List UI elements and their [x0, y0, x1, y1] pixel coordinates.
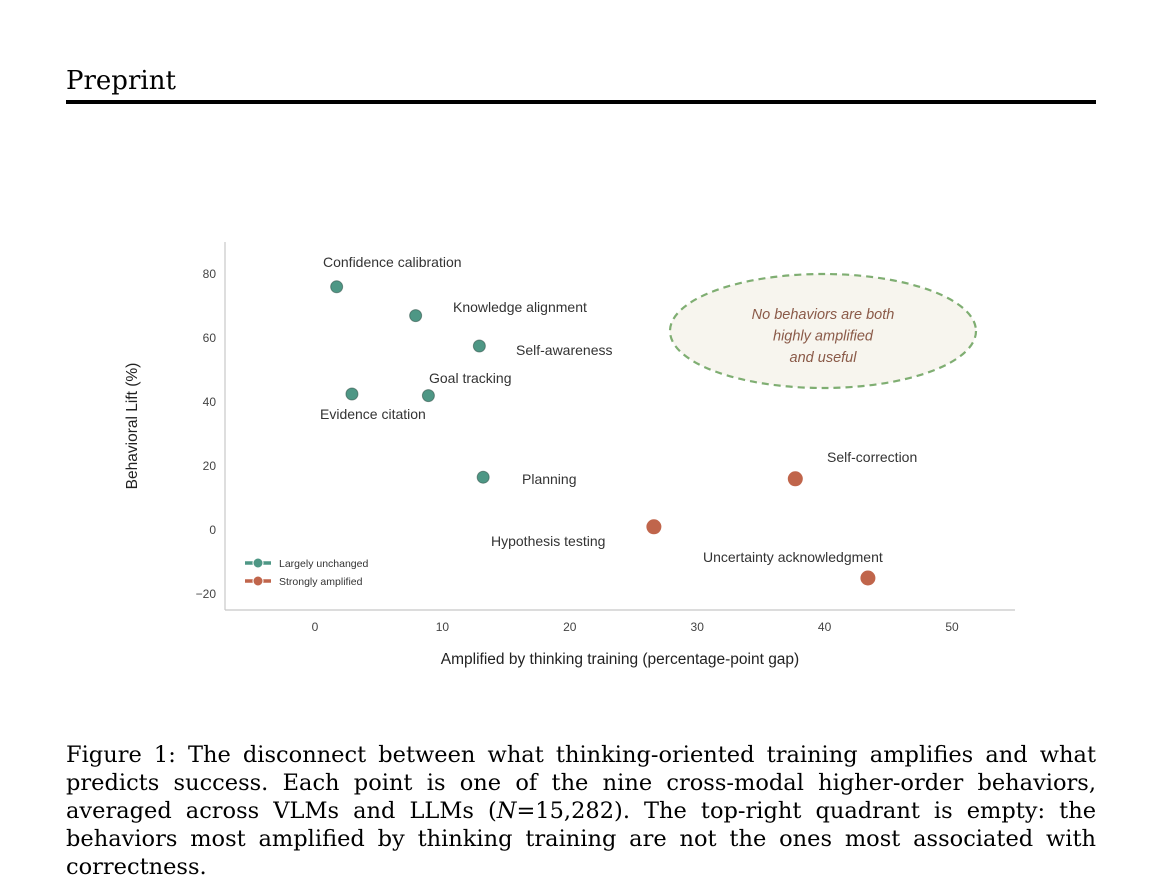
y-tick-label: −20: [196, 587, 217, 601]
y-tick-label: 20: [203, 459, 217, 473]
point-confidence-calibration: [330, 280, 344, 294]
caption-text-1: The disconnect between what thinking-ori…: [66, 742, 1096, 824]
label-planning: Planning: [522, 471, 577, 487]
label-confidence-calibration: Confidence calibration: [323, 254, 462, 270]
label-goal-tracking: Goal tracking: [429, 370, 511, 386]
point-goal-tracking: [421, 389, 435, 403]
annotation-line: highly amplified: [773, 329, 874, 345]
annotation-line: No behaviors are both: [752, 307, 895, 323]
y-tick-label: 40: [203, 395, 217, 409]
label-knowledge-alignment: Knowledge alignment: [453, 299, 587, 315]
caption-text-2: ). The top-right quadrant is empty: the …: [66, 798, 1097, 880]
empty-quadrant-annotation: No behaviors are both highly amplified and…: [668, 272, 978, 390]
running-header: Preprint: [66, 66, 176, 96]
label-self-correction: Self-correction: [827, 449, 917, 465]
point-evidence-citation: [345, 387, 359, 401]
data-points: Confidence calibration Knowledge alignmen…: [320, 254, 917, 586]
annotation-ellipse: [668, 272, 978, 390]
axes: 0 10 20 30 40 50 −20 0 20 40 60 80 Amplified by thin…: [124, 242, 1015, 668]
legend: Largely unchanged Strongly amplified: [245, 557, 368, 588]
x-tick-label: 40: [818, 620, 832, 634]
caption-prefix: Figure 1:: [66, 742, 176, 768]
y-tick-label: 60: [203, 331, 217, 345]
point-self-awareness: [472, 339, 486, 353]
label-uncertainty-acknowledgment: Uncertainty acknowledgment: [703, 549, 883, 565]
caption-n-value: =15,282: [516, 798, 615, 824]
legend-label: Largely unchanged: [279, 558, 368, 570]
x-tick-label: 10: [436, 620, 450, 634]
legend-marker: [252, 575, 264, 587]
point-hypothesis-testing: [646, 519, 662, 535]
x-tick-label: 30: [691, 620, 705, 634]
header-rule: [66, 100, 1096, 104]
legend-label: Strongly amplified: [279, 576, 363, 588]
label-hypothesis-testing: Hypothesis testing: [491, 533, 605, 549]
x-tick-label: 0: [312, 620, 319, 634]
point-uncertainty-acknowledgment: [860, 570, 876, 586]
x-tick-label: 50: [945, 620, 959, 634]
legend-marker: [252, 557, 264, 569]
x-axis-title: Amplified by thinking training (percenta…: [441, 651, 799, 668]
scatter-figure: 0 10 20 30 40 50 −20 0 20 40 60 80 Amplified by thin…: [124, 242, 1015, 668]
y-axis-title: Behavioral Lift (%): [124, 363, 141, 490]
label-self-awareness: Self-awareness: [516, 342, 613, 358]
label-evidence-citation: Evidence citation: [320, 406, 426, 422]
x-tick-label: 20: [563, 620, 577, 634]
y-tick-label: 80: [203, 267, 217, 281]
annotation-line: and useful: [790, 350, 858, 366]
figure-caption: Figure 1: The disconnect between what th…: [66, 741, 1096, 881]
point-self-correction: [787, 471, 803, 487]
point-planning: [476, 470, 490, 484]
caption-n-symbol: N: [496, 798, 517, 824]
point-knowledge-alignment: [409, 309, 423, 323]
y-tick-label: 0: [209, 523, 216, 537]
